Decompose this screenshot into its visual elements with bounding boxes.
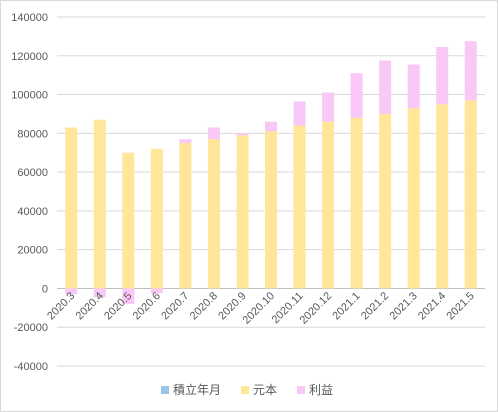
- bar-principal-2021.4: [436, 104, 449, 289]
- bar-profit-2021.4: [436, 47, 449, 105]
- y-tick-label: 100000: [11, 90, 48, 102]
- y-tick-label: -40000: [14, 361, 48, 373]
- bar-principal-2020.9: [236, 135, 249, 289]
- bar-principal-2020.6: [150, 148, 163, 289]
- y-tick-label: 120000: [11, 51, 48, 63]
- x-tick-label: 2021.3: [388, 290, 420, 322]
- x-tick-label: 2020.12: [298, 290, 335, 327]
- bar-principal-2020.8: [207, 139, 220, 289]
- bar-profit-2020.10: [265, 121, 277, 132]
- bar-principal-2021.5: [464, 100, 477, 289]
- bar-profit-2020.7: [179, 139, 192, 144]
- y-tick-label: 0: [42, 283, 48, 295]
- bar-profit-2020.8: [207, 127, 220, 140]
- bar-profit-2020.3: [65, 288, 78, 295]
- legend-swatch: [297, 386, 305, 394]
- bar-profit-2020.6: [150, 288, 163, 294]
- legend-swatch: [161, 386, 169, 394]
- x-tick-label: 2020.10: [241, 290, 278, 327]
- bar-principal-2020.7: [179, 143, 192, 289]
- legend-label: 利益: [309, 383, 333, 397]
- bar-principal-2020.11: [293, 125, 306, 289]
- x-tick-label: 2021.4: [416, 290, 448, 322]
- bar-principal-2021.1: [350, 117, 363, 289]
- bar-profit-2020.11: [293, 101, 306, 126]
- legend-swatch: [241, 386, 249, 394]
- legend: 積立年月 元本 利益: [161, 382, 333, 397]
- bar-principal-2020.4: [93, 119, 106, 289]
- x-tick-label: 2021.1: [330, 290, 362, 322]
- y-tick-label: 140000: [11, 12, 48, 24]
- y-tick-label: 40000: [17, 206, 48, 218]
- y-tick-label: 80000: [17, 128, 48, 140]
- legend-label: 積立年月: [173, 382, 221, 397]
- bar-principal-2020.5: [122, 152, 135, 289]
- bar-profit-2020.4: [93, 288, 106, 298]
- bar-principal-2020.12: [322, 121, 335, 289]
- x-tick-label: 2020.5: [102, 290, 134, 322]
- bar-profit-2020.5: [122, 288, 135, 304]
- bar-principal-2021.2: [379, 113, 392, 289]
- bar-profit-2021.5: [464, 41, 477, 101]
- x-tick-label: 2021.2: [359, 290, 391, 322]
- y-tick-label: 20000: [17, 245, 48, 257]
- bar-principal-2021.3: [407, 108, 420, 289]
- bar-profit-2020.9: [236, 133, 249, 136]
- legend-label: 元本: [253, 383, 277, 397]
- y-tick-label: -20000: [14, 322, 48, 334]
- bars: [65, 41, 477, 304]
- bar-principal-2020.10: [265, 131, 277, 289]
- x-tick-label: 2020.3: [45, 290, 77, 322]
- x-tick-label: 2020.4: [74, 290, 106, 322]
- bar-profit-2021.1: [350, 73, 363, 118]
- bar-principal-2020.3: [65, 127, 78, 289]
- bar-profit-2021.3: [407, 64, 420, 109]
- bar-profit-2021.2: [379, 60, 392, 114]
- x-tick-label: 2021.5: [445, 290, 477, 322]
- bar-profit-2020.12: [322, 92, 335, 122]
- y-tick-label: 60000: [17, 167, 48, 179]
- x-tick-label: 2020.6: [131, 290, 163, 322]
- x-tick-label: 2020.8: [188, 290, 220, 322]
- x-tick-label: 2020.7: [159, 290, 191, 322]
